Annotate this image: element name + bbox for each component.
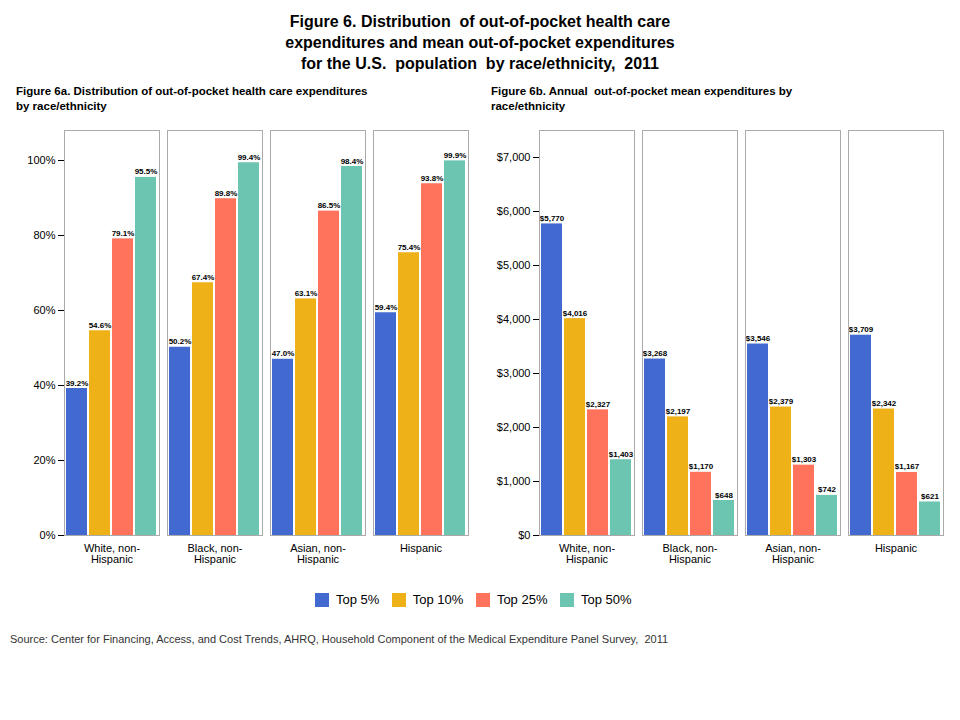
svg-text:$1,170: $1,170 [689,463,714,472]
svg-text:$3,000: $3,000 [497,367,531,379]
svg-text:98.4%: 98.4% [341,157,364,166]
svg-text:$1,303: $1,303 [792,456,817,465]
svg-text:93.8%: 93.8% [421,174,444,183]
svg-text:47.0%: 47.0% [272,350,295,359]
svg-text:Hispanic: Hispanic [400,543,443,555]
svg-text:$1,167: $1,167 [895,463,920,472]
html-text:Figure 6. Distribution of out-: Figure 6. Distribution of out-of-pocket … [285,13,675,72]
svg-text:Black, non-Hispanic: Black, non-Hispanic [662,543,717,566]
svg-text:$5,770: $5,770 [540,214,565,223]
svg-text:99.9%: 99.9% [444,151,467,160]
html-text:Top 10%: Top 10% [412,592,464,608]
svg-text:Asian, non-Hispanic: Asian, non-Hispanic [290,543,346,566]
svg-text:$2,000: $2,000 [497,421,531,433]
svg-text:0%: 0% [40,529,56,541]
svg-text:$4,016: $4,016 [563,309,588,318]
html-text:Top 5%: Top 5% [335,592,380,608]
svg-text:79.1%: 79.1% [112,229,135,238]
svg-text:75.4%: 75.4% [398,243,421,252]
html-text:Figure 6a. Distribution of out: Figure 6a. Distribution of out-of-pocket… [16,85,368,113]
svg-text:$3,709: $3,709 [849,326,874,335]
svg-text:95.5%: 95.5% [135,168,158,177]
svg-text:$3,268: $3,268 [643,349,668,358]
svg-text:89.8%: 89.8% [215,189,238,198]
svg-text:20%: 20% [33,454,55,466]
svg-text:$2,379: $2,379 [769,397,794,406]
svg-text:Asian, non-Hispanic: Asian, non-Hispanic [765,543,821,566]
svg-text:54.6%: 54.6% [89,321,112,330]
svg-text:60%: 60% [33,304,55,316]
svg-text:63.1%: 63.1% [295,289,318,298]
svg-text:59.4%: 59.4% [375,303,398,312]
svg-text:$621: $621 [921,492,939,501]
svg-text:Black, non-Hispanic: Black, non-Hispanic [187,543,242,566]
svg-text:$648: $648 [715,491,733,500]
svg-text:White, non-Hispanic: White, non-Hispanic [559,543,616,566]
svg-text:40%: 40% [33,379,55,391]
svg-text:67.4%: 67.4% [192,273,215,282]
html-text:Figure 6b. Annual out-of-pocke: Figure 6b. Annual out-of-pocket mean exp… [491,85,793,113]
svg-text:$7,000: $7,000 [497,151,531,163]
svg-text:$0: $0 [518,529,530,541]
html-text:Top 50%: Top 50% [581,592,632,608]
svg-text:White, non-Hispanic: White, non-Hispanic [84,543,141,566]
svg-text:80%: 80% [33,229,55,241]
svg-text:$4,000: $4,000 [497,313,531,325]
svg-text:$5,000: $5,000 [497,259,531,271]
svg-text:39.2%: 39.2% [66,379,89,388]
svg-text:$1,403: $1,403 [609,450,634,459]
svg-text:100%: 100% [27,154,55,166]
svg-text:Hispanic: Hispanic [875,543,918,555]
html-text:Source: Center for Financing,: Source: Center for Financing, Access, an… [10,632,669,645]
svg-text:$742: $742 [818,486,836,495]
svg-text:$2,327: $2,327 [586,400,611,409]
svg-text:$2,197: $2,197 [666,407,691,416]
html-text:Top 25%: Top 25% [496,592,548,608]
svg-text:$3,546: $3,546 [746,334,771,343]
svg-text:$6,000: $6,000 [497,205,531,217]
svg-text:99.4%: 99.4% [238,153,261,162]
svg-text:$2,342: $2,342 [872,399,897,408]
svg-text:86.5%: 86.5% [318,202,341,211]
svg-text:50.2%: 50.2% [169,338,192,347]
svg-text:$1,000: $1,000 [497,475,531,487]
